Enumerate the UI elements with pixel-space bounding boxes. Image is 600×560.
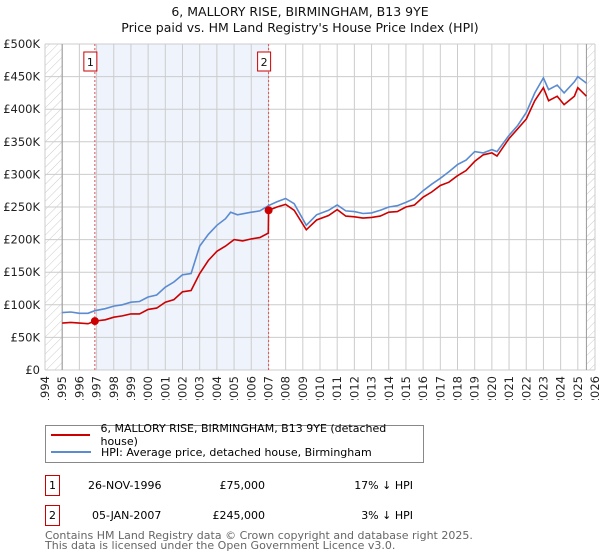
- sale-point: [90, 317, 99, 326]
- x-tick-label: 2001: [158, 376, 172, 400]
- x-tick-label: 1998: [107, 376, 121, 400]
- x-tick-label: 2002: [176, 376, 190, 400]
- transaction-price: £245,000: [212, 509, 266, 522]
- x-tick-label: 2018: [451, 376, 465, 400]
- chart-title-line2: Price paid vs. HM Land Registry's House …: [121, 20, 479, 35]
- x-tick-label: 1994: [38, 376, 52, 400]
- x-tick-label: 2025: [571, 376, 585, 400]
- x-tick-label: 2026: [588, 376, 600, 400]
- y-tick-label: £50K: [11, 330, 41, 344]
- hpi-series-line: [62, 75, 587, 315]
- transaction-row: 1 26-NOV-1996 £75,000 17% ↓ HPI: [45, 475, 565, 497]
- sale-point: [264, 206, 273, 215]
- legend-swatch-hpi: [51, 451, 91, 453]
- footer: Contains HM Land Registry data © Crown c…: [45, 529, 473, 552]
- x-tick-label: 2005: [227, 376, 241, 400]
- price-chart: 1994 1995 1996 1997 1998 1999 2000 2001 2002 2003…: [3, 37, 600, 400]
- y-tick-label: £250K: [3, 200, 40, 214]
- transaction-price: £75,000: [219, 479, 266, 492]
- x-tick-label: 2003: [193, 376, 207, 400]
- x-tick-label: 1996: [72, 376, 86, 400]
- chart-title-line1: 6, MALLORY RISE, BIRMINGHAM, B13 9YE: [171, 4, 429, 19]
- y-tick-label: £350K: [3, 135, 40, 149]
- x-tick-label: 2019: [468, 376, 482, 400]
- x-tick-label: 2017: [433, 376, 447, 400]
- y-tick-label: £150K: [3, 265, 40, 279]
- x-tick-label: 2024: [554, 376, 568, 400]
- y-tick-label: £200K: [3, 233, 40, 247]
- legend-label-property: 6, MALLORY RISE, BIRMINGHAM, B13 9YE (de…: [100, 422, 387, 448]
- x-tick-label: 2011: [330, 376, 344, 400]
- y-tick-label: £400K: [3, 102, 40, 116]
- transaction-row: 2 05-JAN-2007 £245,000 3% ↓ HPI: [45, 505, 565, 527]
- legend-swatch-property: [51, 434, 91, 436]
- x-tick-label: 2015: [399, 376, 413, 400]
- x-tick-label: 2004: [210, 376, 224, 400]
- x-tick-label: 2010: [313, 376, 327, 400]
- transaction-date: 05-JAN-2007: [92, 509, 162, 522]
- x-tick-label: 1997: [90, 376, 104, 400]
- y-tick-label: £450K: [3, 70, 40, 84]
- transaction-badge: 1: [45, 475, 60, 496]
- sale-label: 2: [261, 56, 268, 69]
- x-tick-label: 2020: [485, 376, 499, 400]
- transaction-date: 26-NOV-1996: [88, 479, 162, 492]
- sale-label: 1: [87, 56, 94, 69]
- y-tick-label: £300K: [3, 167, 40, 181]
- x-tick-label: 2014: [382, 376, 396, 400]
- footer-copyright: Contains HM Land Registry data © Crown c…: [45, 529, 473, 542]
- x-tick-label: 2008: [279, 376, 293, 400]
- x-tick-label: 2013: [365, 376, 379, 400]
- x-tick-label: 2022: [519, 376, 533, 400]
- sale-label-box: [257, 51, 272, 72]
- transaction-hpi-diff: 3% ↓ HPI: [361, 509, 413, 522]
- x-tick-label: 2007: [261, 376, 275, 400]
- property-series-line: [62, 85, 587, 325]
- transaction-badge: 2: [45, 505, 60, 526]
- legend-item-property: 6, MALLORY RISE, BIRMINGHAM, B13 9YE (de…: [46, 422, 423, 448]
- legend-label-hpi: HPI: Average price, detached house, Birm…: [101, 445, 372, 459]
- x-tick-label: 2016: [416, 376, 430, 400]
- footer-licence: This data is licensed under the Open Gov…: [45, 539, 396, 552]
- x-tick-label: 2009: [296, 376, 310, 400]
- x-tick-label: 2000: [141, 376, 155, 400]
- x-tick-label: 2012: [347, 376, 361, 400]
- chart-legend: 6, MALLORY RISE, BIRMINGHAM, B13 9YE (de…: [45, 422, 424, 463]
- y-tick-label: £0: [25, 363, 40, 377]
- x-tick-label: 2006: [244, 376, 258, 400]
- y-tick-label: £100K: [3, 298, 40, 312]
- x-tick-label: 1999: [124, 376, 138, 400]
- y-tick-label: £500K: [3, 37, 40, 51]
- transaction-hpi-diff: 17% ↓ HPI: [354, 479, 413, 492]
- x-tick-label: 2023: [536, 376, 550, 400]
- legend-item-hpi: HPI: Average price, detached house, Birm…: [46, 444, 372, 460]
- sale-label-box: [83, 51, 98, 72]
- x-tick-label: 1995: [55, 376, 69, 400]
- x-tick-label: 2021: [502, 376, 516, 400]
